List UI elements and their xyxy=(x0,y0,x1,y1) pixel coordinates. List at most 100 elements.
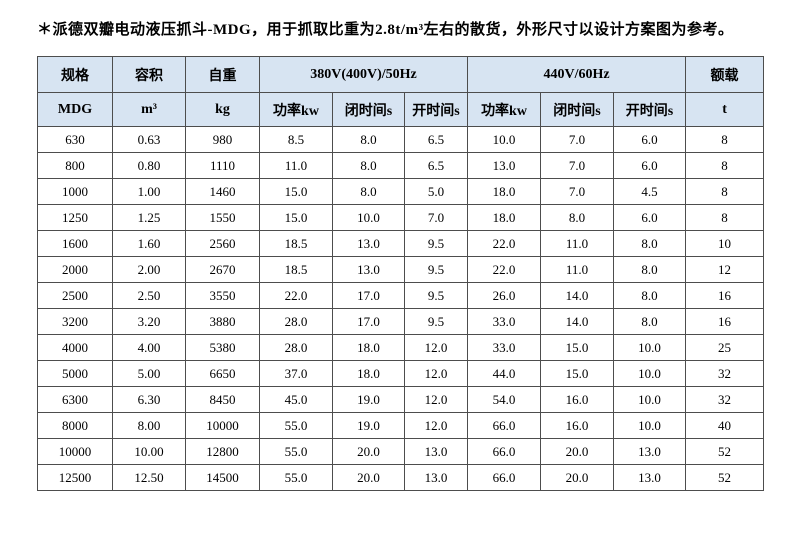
table-cell: 1600 xyxy=(37,230,113,257)
header-spec: 规格 xyxy=(37,56,113,93)
table-cell: 8 xyxy=(685,178,765,205)
table-cell: 1.00 xyxy=(112,178,186,205)
table-cell: 28.0 xyxy=(259,308,333,335)
table-row: 2000 2.00 2670 18.5 13.0 9.5 22.0 11.0 8.0 12 xyxy=(37,256,765,283)
table-cell: 18.5 xyxy=(259,230,333,257)
table-cell: 8.0 xyxy=(613,308,687,335)
table-row: 10000 10.00 12800 55.0 20.0 13.0 66.0 20.0 13.0 5… xyxy=(37,438,765,465)
table-cell: 4.00 xyxy=(112,334,186,361)
table-cell: 8.5 xyxy=(259,126,333,153)
table-cell: 12500 xyxy=(37,464,113,491)
table-cell: 8000 xyxy=(37,412,113,439)
table-row: 1000 1.00 1460 15.0 8.0 5.0 18.0 7.0 4.5 8 xyxy=(37,178,765,205)
table-cell: 980 xyxy=(185,126,260,153)
table-cell: 1110 xyxy=(185,152,260,179)
table-cell: 2500 xyxy=(37,282,113,309)
subheader-power-440: 功率kw xyxy=(467,92,542,127)
table-cell: 12.0 xyxy=(403,412,469,439)
table-cell: 10.00 xyxy=(112,438,186,465)
table-cell: 16 xyxy=(685,308,765,335)
table-cell: 18.0 xyxy=(332,360,405,387)
table-cell: 3200 xyxy=(37,308,113,335)
table-cell: 12.0 xyxy=(403,334,469,361)
table-cell: 9.5 xyxy=(403,230,469,257)
table-cell: 3550 xyxy=(185,282,260,309)
table-cell: 66.0 xyxy=(467,438,542,465)
table-cell: 19.0 xyxy=(332,412,405,439)
table-row: 1600 1.60 2560 18.5 13.0 9.5 22.0 11.0 8.0 10 xyxy=(37,230,765,257)
table-cell: 66.0 xyxy=(467,464,542,491)
table-cell: 2.00 xyxy=(112,256,186,283)
table-cell: 11.0 xyxy=(540,256,615,283)
table-cell: 12.0 xyxy=(403,360,469,387)
table-cell: 20.0 xyxy=(332,438,405,465)
table-cell: 26.0 xyxy=(467,282,542,309)
table-cell: 18.0 xyxy=(467,178,542,205)
subheader-power-380: 功率kw xyxy=(259,92,333,127)
table-cell: 18.0 xyxy=(332,334,405,361)
table-cell: 3880 xyxy=(185,308,260,335)
table-cell: 14.0 xyxy=(540,308,615,335)
table-row: 8000 8.00 10000 55.0 19.0 12.0 66.0 16.0 10.0 40 xyxy=(37,412,765,439)
table-cell: 33.0 xyxy=(467,308,542,335)
table-cell: 6.0 xyxy=(613,126,687,153)
subheader-close-time-440: 闭时间s xyxy=(540,92,615,127)
table-cell: 13.0 xyxy=(613,464,687,491)
subheader-mdg: MDG xyxy=(37,92,113,127)
subheader-m3: m³ xyxy=(112,92,186,127)
table-body: 630 0.63 980 8.5 8.0 6.5 10.0 7.0 6.0 8 800 0.80 111… xyxy=(37,126,765,491)
table-cell: 8.0 xyxy=(613,256,687,283)
table-cell: 0.80 xyxy=(112,152,186,179)
table-cell: 2560 xyxy=(185,230,260,257)
header-rated-load: 额载 xyxy=(685,56,765,93)
table-cell: 10.0 xyxy=(613,412,687,439)
table-cell: 9.5 xyxy=(403,308,469,335)
subheader-kg: kg xyxy=(185,92,260,127)
table-cell: 7.0 xyxy=(540,178,615,205)
table-row: 3200 3.20 3880 28.0 17.0 9.5 33.0 14.0 8.0 16 xyxy=(37,308,765,335)
table-cell: 10.0 xyxy=(613,386,687,413)
table-cell: 13.0 xyxy=(332,230,405,257)
header-row-2: MDG m³ kg 功率kw 闭时间s 开时间s 功率kw 闭时间s 开时间s … xyxy=(37,92,765,127)
table-row: 6300 6.30 8450 45.0 19.0 12.0 54.0 16.0 10.0 32 xyxy=(37,386,765,413)
header-capacity: 容积 xyxy=(112,56,186,93)
table-cell: 14.0 xyxy=(540,282,615,309)
table-cell: 6.5 xyxy=(403,152,469,179)
table-cell: 25 xyxy=(685,334,765,361)
table-cell: 5.0 xyxy=(403,178,469,205)
table-cell: 8.00 xyxy=(112,412,186,439)
table-cell: 8.0 xyxy=(332,126,405,153)
table-cell: 8 xyxy=(685,152,765,179)
table-cell: 1460 xyxy=(185,178,260,205)
subheader-open-time-380: 开时间s xyxy=(403,92,469,127)
table-cell: 12.0 xyxy=(403,386,469,413)
table-cell: 10.0 xyxy=(613,360,687,387)
table-cell: 630 xyxy=(37,126,113,153)
table-cell: 52 xyxy=(685,438,765,465)
table-header: 规格 容积 自重 380V(400V)/50Hz 440V/60Hz 额载 MD… xyxy=(37,56,765,127)
table-cell: 17.0 xyxy=(332,308,405,335)
header-self-weight: 自重 xyxy=(185,56,260,93)
table-cell: 10.0 xyxy=(613,334,687,361)
table-cell: 13.0 xyxy=(403,464,469,491)
table-cell: 9.5 xyxy=(403,282,469,309)
table-cell: 8.0 xyxy=(613,282,687,309)
table-cell: 28.0 xyxy=(259,334,333,361)
table-cell: 5.00 xyxy=(112,360,186,387)
table-cell: 32 xyxy=(685,386,765,413)
table-cell: 10.0 xyxy=(332,204,405,231)
table-cell: 2670 xyxy=(185,256,260,283)
subheader-t: t xyxy=(685,92,765,127)
table-cell: 6.5 xyxy=(403,126,469,153)
table-cell: 20.0 xyxy=(332,464,405,491)
table-cell: 12.50 xyxy=(112,464,186,491)
header-440v-group: 440V/60Hz xyxy=(467,56,687,93)
table-cell: 20.0 xyxy=(540,464,615,491)
table-cell: 15.0 xyxy=(259,204,333,231)
table-cell: 1550 xyxy=(185,204,260,231)
table-cell: 12800 xyxy=(185,438,260,465)
table-cell: 1250 xyxy=(37,204,113,231)
table-row: 630 0.63 980 8.5 8.0 6.5 10.0 7.0 6.0 8 xyxy=(37,126,765,153)
table-cell: 8 xyxy=(685,204,765,231)
